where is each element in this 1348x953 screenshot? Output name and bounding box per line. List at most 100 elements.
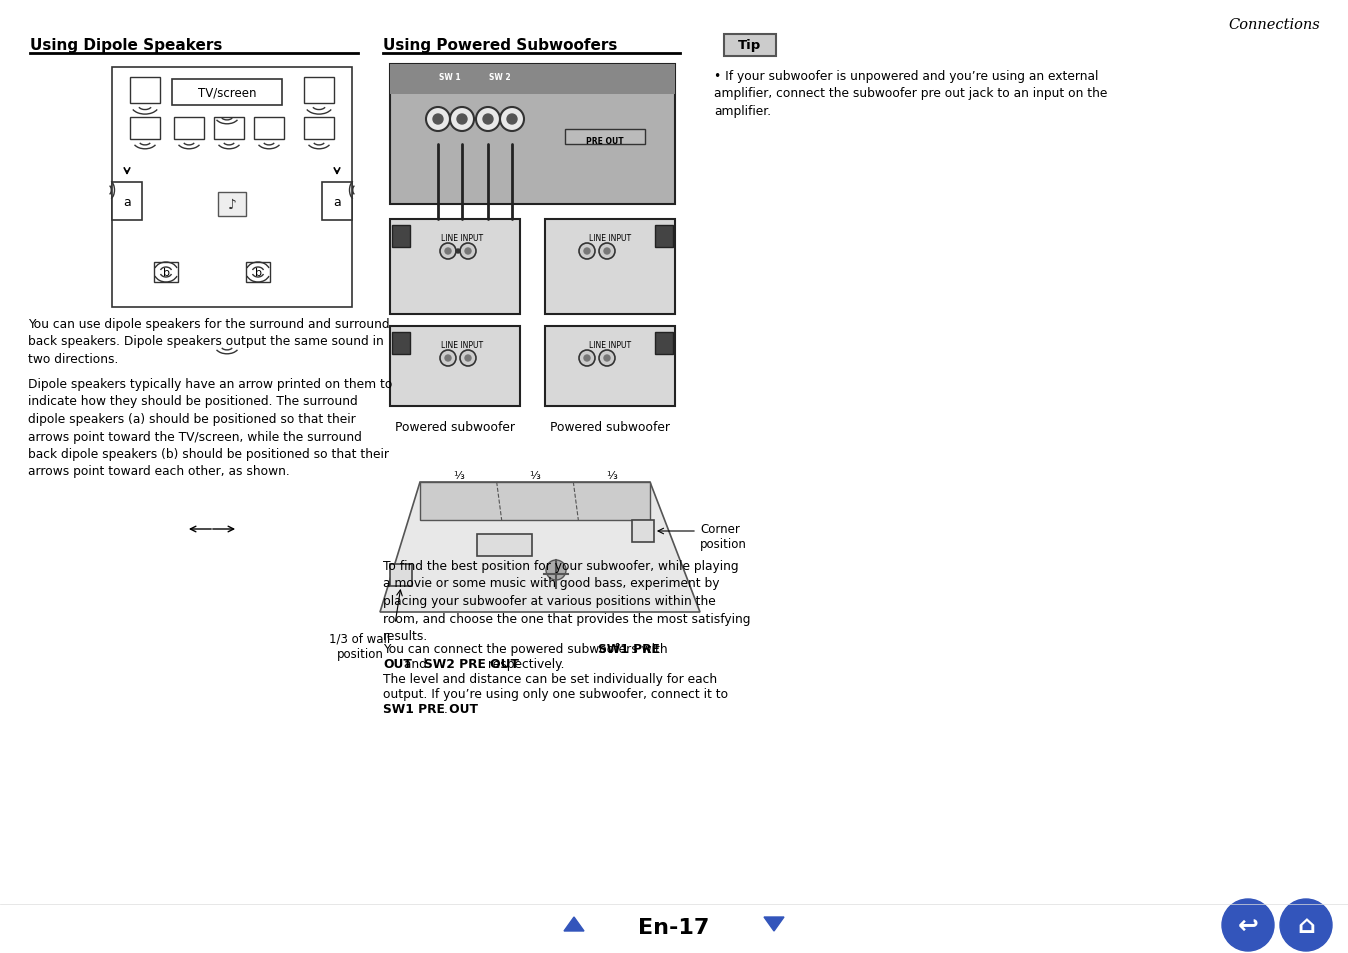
Text: Tip: Tip [739, 39, 762, 52]
Text: Dipole speakers typically have an arrow printed on them to
indicate how they sho: Dipole speakers typically have an arrow … [28, 377, 392, 478]
Circle shape [483, 115, 493, 125]
Text: OUT: OUT [383, 658, 412, 670]
Circle shape [465, 249, 470, 254]
Text: TV/screen: TV/screen [198, 87, 256, 99]
Text: LINE INPUT: LINE INPUT [589, 233, 631, 243]
Text: SW1 PRE OUT: SW1 PRE OUT [383, 702, 479, 716]
Text: Using Dipole Speakers: Using Dipole Speakers [30, 38, 222, 53]
Bar [655, 226, 673, 248]
Circle shape [433, 115, 443, 125]
Text: You can connect the powered subwoofers with: You can connect the powered subwoofers w… [383, 642, 671, 656]
Bar [655, 333, 673, 355]
Text: SW 1: SW 1 [439, 73, 461, 82]
Bar [245, 263, 270, 283]
Circle shape [580, 244, 594, 260]
Circle shape [445, 355, 452, 361]
Text: LINE INPUT: LINE INPUT [589, 340, 631, 350]
Text: ⅓: ⅓ [453, 471, 464, 480]
Bar [632, 520, 654, 542]
Text: ↩: ↩ [1237, 913, 1259, 937]
Text: • If your subwoofer is unpowered and you’re using an external
amplifier, connect: • If your subwoofer is unpowered and you… [714, 70, 1107, 118]
Circle shape [439, 244, 456, 260]
Text: The level and distance can be set individually for each: The level and distance can be set indivi… [383, 672, 717, 685]
Bar [129, 118, 160, 140]
Text: SW 2: SW 2 [489, 73, 511, 82]
Text: En-17: En-17 [639, 917, 709, 937]
Text: and: and [399, 658, 430, 670]
Bar [112, 183, 142, 221]
Text: 1/3 of wall
position: 1/3 of wall position [329, 633, 391, 660]
Circle shape [604, 249, 611, 254]
Text: ⅓: ⅓ [607, 471, 617, 480]
Bar [174, 118, 204, 140]
Bar [390, 327, 520, 407]
Circle shape [456, 250, 460, 253]
Text: Using Powered Subwoofers: Using Powered Subwoofers [383, 38, 617, 53]
Circle shape [457, 115, 466, 125]
Polygon shape [563, 917, 584, 931]
Bar [322, 183, 352, 221]
Text: LINE INPUT: LINE INPUT [441, 340, 483, 350]
Circle shape [476, 108, 500, 132]
Bar [392, 226, 410, 248]
Circle shape [1223, 899, 1274, 951]
Bar [112, 68, 352, 308]
Bar [565, 130, 644, 145]
Circle shape [584, 355, 590, 361]
Bar [154, 263, 178, 283]
Circle shape [546, 560, 566, 580]
Circle shape [1281, 899, 1332, 951]
Bar [305, 118, 334, 140]
Circle shape [500, 108, 524, 132]
Text: LINE INPUT: LINE INPUT [441, 233, 483, 243]
Bar [390, 220, 520, 314]
Text: Connections: Connections [1228, 18, 1320, 32]
Bar [390, 65, 675, 205]
Text: SW2 PRE OUT: SW2 PRE OUT [423, 658, 519, 670]
Circle shape [460, 244, 476, 260]
Text: b: b [163, 268, 170, 277]
Circle shape [460, 351, 476, 367]
Bar [253, 118, 284, 140]
Circle shape [584, 249, 590, 254]
Bar [390, 65, 675, 95]
Circle shape [465, 355, 470, 361]
Text: ♪: ♪ [228, 198, 236, 212]
Bar [214, 118, 244, 140]
Bar [545, 220, 675, 314]
Text: output. If you’re using only one subwoofer, connect it to: output. If you’re using only one subwoof… [383, 687, 728, 700]
Bar [724, 35, 776, 57]
Bar [218, 193, 245, 216]
Text: Powered subwoofer: Powered subwoofer [550, 420, 670, 434]
Text: Corner
position: Corner position [700, 522, 747, 551]
Polygon shape [380, 482, 700, 613]
Text: You can use dipole speakers for the surround and surround
back speakers. Dipole : You can use dipole speakers for the surr… [28, 317, 390, 366]
Text: respectively.: respectively. [484, 658, 565, 670]
Text: b: b [255, 268, 262, 277]
Circle shape [599, 244, 615, 260]
Polygon shape [421, 482, 650, 520]
Bar [129, 78, 160, 104]
Text: ⅓: ⅓ [530, 471, 541, 480]
Circle shape [450, 108, 474, 132]
Bar [545, 327, 675, 407]
Bar [390, 564, 412, 586]
Text: Powered subwoofer: Powered subwoofer [395, 420, 515, 434]
Text: .: . [443, 702, 448, 716]
Circle shape [580, 351, 594, 367]
Text: ⌂: ⌂ [1297, 913, 1314, 937]
Text: PRE OUT: PRE OUT [586, 137, 624, 146]
Bar [305, 78, 334, 104]
Polygon shape [764, 917, 785, 931]
Text: SW1 PRE: SW1 PRE [597, 642, 659, 656]
Bar [392, 333, 410, 355]
Text: a: a [123, 195, 131, 209]
Circle shape [445, 249, 452, 254]
Text: a: a [333, 195, 341, 209]
Text: To find the best position for your subwoofer, while playing
a movie or some musi: To find the best position for your subwo… [383, 559, 751, 642]
Bar [477, 535, 531, 557]
Circle shape [426, 108, 450, 132]
Circle shape [507, 115, 518, 125]
Bar [173, 80, 282, 106]
Circle shape [599, 351, 615, 367]
